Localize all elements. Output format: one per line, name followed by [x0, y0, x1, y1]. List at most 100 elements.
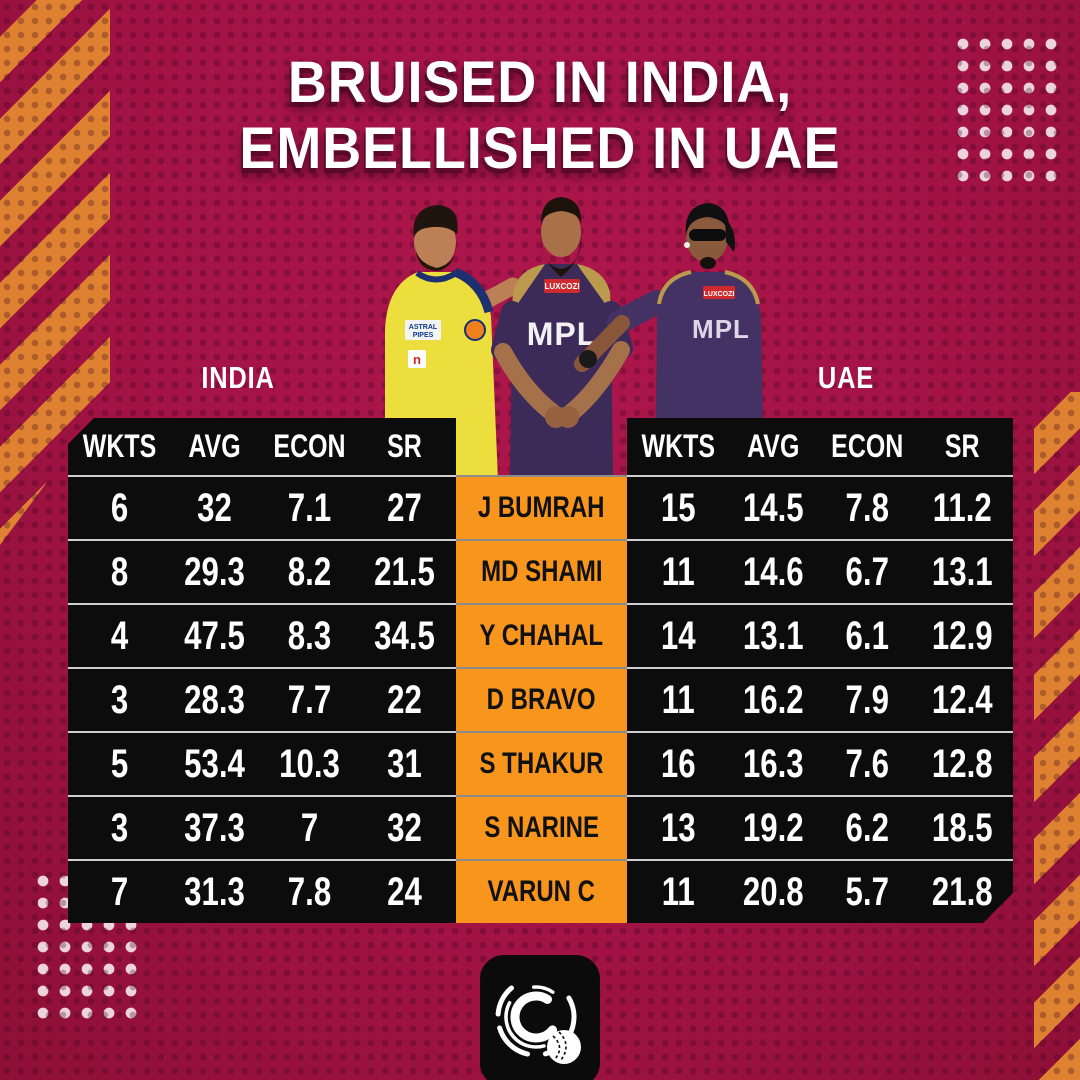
stat-cell: 20.8: [742, 869, 804, 914]
title-line-2: EMBELLISHED IN UAE: [239, 116, 841, 181]
table-row: 11 14.6 6.7 13.1: [627, 539, 1013, 603]
stat-cell: 47.5: [184, 613, 245, 658]
stat-cell: 8.3: [287, 613, 332, 658]
stat-cell: 5.7: [845, 869, 889, 914]
stat-cell: 12.8: [931, 741, 993, 786]
svg-text:LUXCOZI: LUXCOZI: [704, 291, 735, 298]
table-row: 3 28.3 7.7 22: [68, 667, 456, 731]
table-row: 8 29.3 8.2 21.5: [68, 539, 456, 603]
brand-logo: [480, 955, 600, 1080]
jersey-text-astral: ASTRAL: [409, 324, 438, 331]
player-name-cell: S THAKUR: [456, 731, 627, 795]
column-header: SR: [387, 428, 422, 464]
stat-cell: 18.5: [931, 805, 993, 850]
stat-cell: 6: [110, 485, 129, 530]
section-label-india: INDIA: [201, 360, 275, 395]
table-row: 16 16.3 7.6 12.8: [627, 731, 1013, 795]
stat-cell: 7: [300, 805, 319, 850]
player-name-cell: D BRAVO: [456, 667, 627, 731]
title-line-1: BRUISED IN INDIA,: [287, 50, 793, 115]
svg-text:PIPES: PIPES: [413, 332, 434, 339]
uae-stats-panel: WKTS AVG ECON SR 15 14.5 7.8 11.2 11 14.…: [627, 418, 1013, 923]
stat-cell: 7.9: [845, 677, 889, 722]
stat-cell: 31.3: [184, 869, 245, 914]
stat-cell: 13.1: [742, 613, 804, 658]
stat-cell: 13: [660, 805, 696, 850]
name-column-spacer: [456, 418, 627, 475]
player-name-cell: S NARINE: [456, 795, 627, 859]
stat-cell: 7.7: [287, 677, 332, 722]
stat-cell: 7.1: [287, 485, 332, 530]
table-row: 5 53.4 10.3 31: [68, 731, 456, 795]
player-figure-center: LUXCOZI MPL: [491, 197, 633, 480]
column-header: SR: [944, 428, 980, 464]
section-label-uae: UAE: [817, 360, 875, 395]
stat-cell: 27: [387, 485, 422, 530]
stat-cell: 10.3: [279, 741, 340, 786]
stat-cell: 24: [387, 869, 422, 914]
stat-cell: 14.6: [742, 549, 804, 594]
stat-cell: 32: [197, 485, 232, 530]
stat-cell: 29.3: [184, 549, 245, 594]
stat-cell: 22: [387, 677, 422, 722]
column-header: WKTS: [641, 428, 715, 464]
player-name-cell: J BUMRAH: [456, 475, 627, 539]
jersey-text-mpl: MPL: [527, 316, 598, 352]
stat-cell: 32: [387, 805, 422, 850]
column-header: WKTS: [82, 428, 157, 464]
stat-cell: 11: [661, 677, 695, 722]
column-header: ECON: [273, 428, 346, 464]
column-header: ECON: [831, 428, 904, 464]
table-row: 3 37.3 7 32: [68, 795, 456, 859]
stat-cell: 7: [110, 869, 129, 914]
stat-cell: 12.4: [931, 677, 993, 722]
player-name-cell: VARUN C: [456, 859, 627, 923]
india-header-row: WKTS AVG ECON SR: [68, 418, 456, 475]
table-row: 6 32 7.1 27: [68, 475, 456, 539]
stat-cell: 34.5: [374, 613, 435, 658]
stats-table: WKTS AVG ECON SR 6 32 7.1 27 8 29.3 8.2 …: [68, 418, 1013, 923]
stat-cell: 12.9: [931, 613, 993, 658]
table-row: 11 16.2 7.9 12.4: [627, 667, 1013, 731]
table-row: 13 19.2 6.2 18.5: [627, 795, 1013, 859]
player-name-cell: Y CHAHAL: [456, 603, 627, 667]
dot-grid-top-right: [952, 33, 1062, 187]
stat-cell: 53.4: [184, 741, 245, 786]
stat-cell: 14.5: [742, 485, 804, 530]
stat-cell: 11: [661, 549, 695, 594]
table-row: 15 14.5 7.8 11.2: [627, 475, 1013, 539]
table-row: 4 47.5 8.3 34.5: [68, 603, 456, 667]
player-name-column: J BUMRAH MD SHAMI Y CHAHAL D BRAVO S THA…: [456, 418, 627, 923]
stat-cell: 21.5: [374, 549, 435, 594]
jersey-text-mpl-right: MPL: [692, 314, 750, 344]
stat-cell: 13.1: [931, 549, 993, 594]
stat-cell: 28.3: [184, 677, 245, 722]
stat-cell: 19.2: [742, 805, 804, 850]
stat-cell: 7.8: [845, 485, 889, 530]
stat-cell: 3: [110, 805, 129, 850]
stat-cell: 21.8: [931, 869, 993, 914]
stat-cell: 14: [660, 613, 696, 658]
stat-cell: 8: [110, 549, 129, 594]
stat-cell: 15: [660, 485, 696, 530]
jersey-text-luxcozi: LUXCOZI: [544, 282, 579, 291]
table-row: 11 20.8 5.7 21.8: [627, 859, 1013, 923]
stat-cell: 16.2: [742, 677, 804, 722]
stat-cell: 7.6: [845, 741, 889, 786]
stat-cell: 7.8: [287, 869, 332, 914]
stat-cell: 16: [660, 741, 696, 786]
stat-cell: 3: [110, 677, 129, 722]
stat-cell: 11.2: [932, 485, 992, 530]
page-title: BRUISED IN INDIA, EMBELLISHED IN UAE: [0, 50, 1080, 182]
stat-cell: 31: [387, 741, 422, 786]
player-name-cell: MD SHAMI: [456, 539, 627, 603]
stat-cell: 8.2: [287, 549, 332, 594]
table-row: 7 31.3 7.8 24: [68, 859, 456, 923]
stat-cell: 11: [661, 869, 695, 914]
stat-cell: 5: [110, 741, 129, 786]
column-header: AVG: [188, 428, 241, 464]
uae-header-row: WKTS AVG ECON SR: [627, 418, 1013, 475]
stat-cell: 4: [110, 613, 129, 658]
stat-cell: 37.3: [184, 805, 245, 850]
